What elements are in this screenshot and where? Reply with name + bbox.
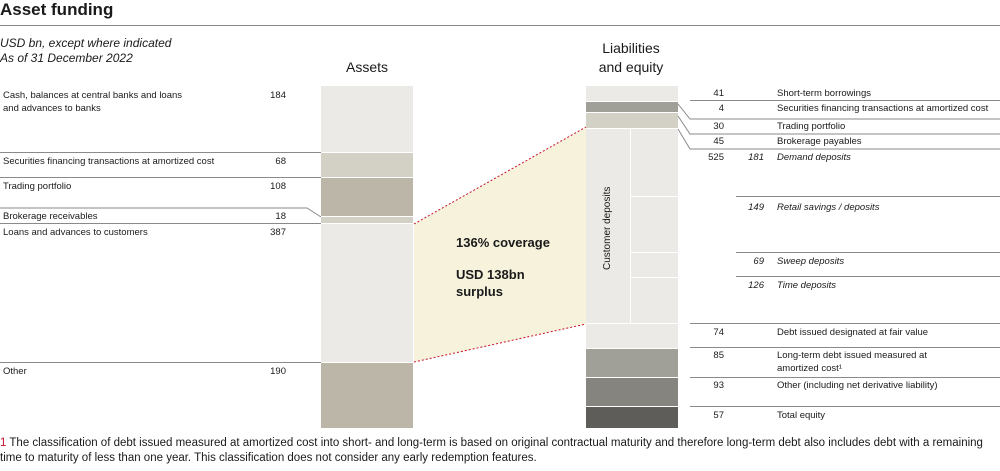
liabilities-bar — [586, 86, 678, 428]
liab-subvalue-retail: 149 — [748, 202, 764, 213]
surplus-line1: USD 138bn — [456, 267, 525, 282]
liab-segment-time — [631, 278, 678, 323]
liab-label-sft: Securities financing transactions at amo… — [777, 103, 989, 114]
liab-label-time: Time deposits — [777, 280, 837, 291]
liab-label-debt-fv: Debt issued designated at fair value — [777, 327, 929, 338]
liab-divider-retail — [736, 252, 1000, 253]
liab-label-sweep: Sweep deposits — [777, 256, 845, 267]
asset-value-sft: 68 — [275, 156, 286, 167]
asset-divider-1 — [0, 152, 321, 153]
liab-segment-short-term — [586, 86, 678, 101]
assets-bar — [321, 86, 413, 428]
liab-segment-equity — [586, 407, 678, 428]
liab-segment-trading — [586, 113, 678, 128]
asset-segment-brokerage — [321, 217, 413, 223]
liab-value-sft: 4 — [718, 103, 724, 114]
liab-value-other: 93 — [713, 380, 724, 391]
liabilities-header-line1: Liabilities — [602, 40, 660, 56]
surplus-label: USD 138bn surplus — [456, 266, 525, 300]
page-title: Asset funding — [0, 0, 114, 19]
asset-label-cash: Cash, balances at central banks and loan… — [3, 90, 183, 114]
units-note: USD bn, except where indicated — [0, 36, 172, 50]
liab-value-brokerage: 45 — [713, 136, 724, 147]
footnote-text: The classification of debt issued measur… — [0, 437, 983, 464]
liabilities-header-line2: and equity — [598, 59, 664, 75]
liab-segment-sft — [586, 102, 678, 112]
customer-deposits-label: Customer deposits — [602, 186, 613, 270]
liab-value-trading: 30 — [713, 121, 724, 132]
liab-subvalue-demand: 181 — [748, 152, 764, 163]
asset-value-brokerage: 18 — [275, 211, 286, 222]
brokerage-receivables-leader — [0, 207, 322, 218]
liab-label-lt-debt: Long-term debt issued measured at amorti… — [777, 350, 927, 374]
coverage-area — [414, 127, 586, 362]
asset-divider-2 — [0, 177, 321, 178]
customer-deposits-block — [586, 129, 630, 323]
footnote-marker: 1 — [0, 437, 7, 449]
asset-label-other: Other — [3, 366, 27, 377]
assets-header: Assets — [345, 59, 388, 75]
asset-label-trading: Trading portfolio — [3, 181, 72, 192]
footnote: 1 The classification of debt issued meas… — [0, 436, 1000, 466]
liab-divider-demand — [736, 196, 1000, 197]
date-note: As of 31 December 2022 — [0, 51, 133, 65]
liab-value-lt-debt: 85 — [713, 350, 724, 361]
liab-segment-sweep — [631, 253, 678, 277]
liab-label-short-term: Short-term borrowings — [777, 88, 871, 99]
asset-segment-other — [321, 363, 413, 428]
coverage-bottom-dashed-line — [413, 323, 587, 363]
liab-segment-retail — [631, 197, 678, 252]
liab-label-other: Other (including net derivative liabilit… — [777, 380, 938, 391]
liab-segment-demand — [631, 129, 678, 196]
asset-value-loans: 387 — [270, 227, 286, 238]
asset-value-trading: 108 — [270, 181, 286, 192]
title-divider — [0, 25, 1000, 26]
asset-segment-cash — [321, 86, 413, 152]
asset-label-brokerage: Brokerage receivables — [3, 211, 98, 222]
asset-segment-trading — [321, 178, 413, 216]
liab-label-demand: Demand deposits — [777, 152, 851, 163]
liab-subvalue-sweep: 69 — [753, 256, 764, 267]
liab-divider-1 — [690, 100, 1000, 101]
asset-segment-sft — [321, 153, 413, 177]
liab-value-short-term: 41 — [713, 88, 724, 99]
brokerage-payables-leader — [677, 128, 1000, 150]
surplus-line2: surplus — [456, 284, 503, 299]
liab-value-debt-fv: 74 — [713, 327, 724, 338]
liab-segment-other — [586, 378, 678, 406]
liab-label-trading: Trading portfolio — [777, 121, 846, 132]
liab-segment-lt-debt — [586, 349, 678, 377]
liab-value-customer-deposits: 525 — [708, 152, 724, 163]
coverage-label: 136% coverage — [456, 235, 550, 250]
asset-divider-5 — [0, 362, 321, 363]
asset-segment-loans — [321, 224, 413, 362]
liab-segment-debt-fv — [586, 324, 678, 348]
liab-divider-lt-debt — [690, 377, 1000, 378]
asset-value-other: 190 — [270, 366, 286, 377]
liab-divider-other — [690, 406, 1000, 407]
liab-label-equity: Total equity — [777, 410, 826, 421]
liab-subvalue-time: 126 — [748, 280, 764, 291]
trading-liabilities-leader — [677, 115, 1000, 135]
liab-label-retail: Retail savings / deposits — [777, 202, 880, 213]
liab-divider-deposits — [690, 323, 1000, 324]
asset-label-loans: Loans and advances to customers — [3, 227, 148, 238]
sft-liabilities-leader — [677, 103, 1000, 120]
asset-divider-4 — [0, 223, 321, 224]
liabilities-header: Liabilities and equity — [576, 39, 686, 77]
coverage-top-dashed-line — [413, 126, 587, 225]
liab-label-brokerage: Brokerage payables — [777, 136, 862, 147]
liab-divider-sweep — [736, 276, 1000, 277]
asset-value-cash: 184 — [270, 90, 286, 101]
liab-value-equity: 57 — [713, 410, 724, 421]
asset-label-sft: Securities financing transactions at amo… — [3, 156, 215, 167]
liab-divider-debt-fv — [690, 347, 1000, 348]
